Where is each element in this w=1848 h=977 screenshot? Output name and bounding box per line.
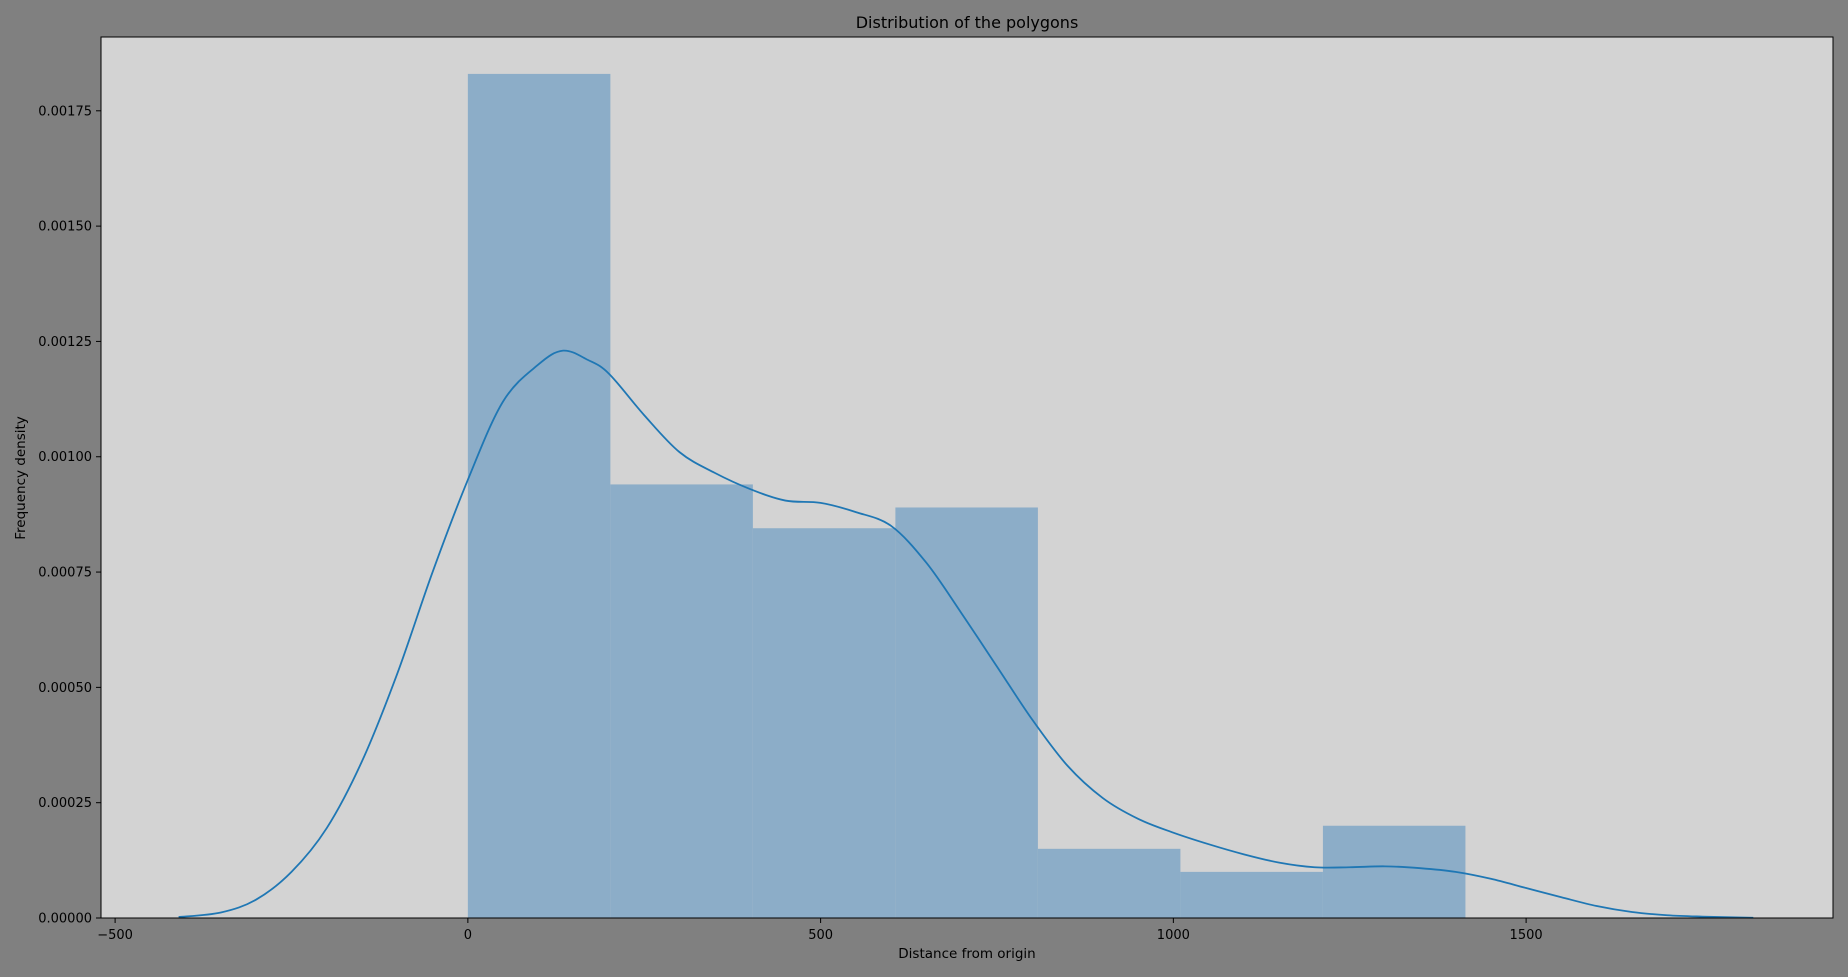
histogram-bar (1322, 825, 1466, 918)
histogram-bar (467, 73, 611, 919)
x-tick-label: 1000 (1157, 928, 1190, 943)
y-axis-label: Frequency density (13, 416, 29, 540)
kde-curve (178, 349, 1754, 919)
histogram-bar (1180, 871, 1323, 918)
x-axis-label: Distance from origin (898, 946, 1035, 962)
x-tick-label: 500 (808, 928, 833, 943)
y-tick-label: 0.00150 (38, 220, 92, 235)
histogram-bars (467, 73, 1466, 919)
y-tick-label: 0.00000 (38, 912, 92, 927)
chart-title: Distribution of the polygons (856, 13, 1079, 32)
y-tick-label: 0.00050 (38, 681, 92, 696)
x-axis-ticks: −500 0 500 1000 1500 (97, 918, 1543, 943)
y-tick-label: 0.00025 (38, 796, 92, 811)
x-tick-label: 1500 (1510, 928, 1543, 943)
x-tick-label: 0 (464, 928, 472, 943)
y-tick-label: 0.00100 (38, 450, 92, 465)
y-axis-ticks: 0.00000 0.00025 0.00050 0.00075 0.00100 0.001… (38, 104, 101, 927)
y-tick-label: 0.00075 (38, 566, 92, 581)
histogram-bar (610, 484, 753, 918)
plot-frame (100, 36, 1834, 919)
x-tick-label: −500 (97, 928, 133, 943)
histogram-bar (752, 528, 896, 918)
y-tick-label: 0.00125 (38, 335, 92, 350)
y-tick-label: 0.00175 (38, 104, 92, 119)
histogram-bar (1037, 848, 1181, 918)
histogram-bar (895, 507, 1038, 918)
